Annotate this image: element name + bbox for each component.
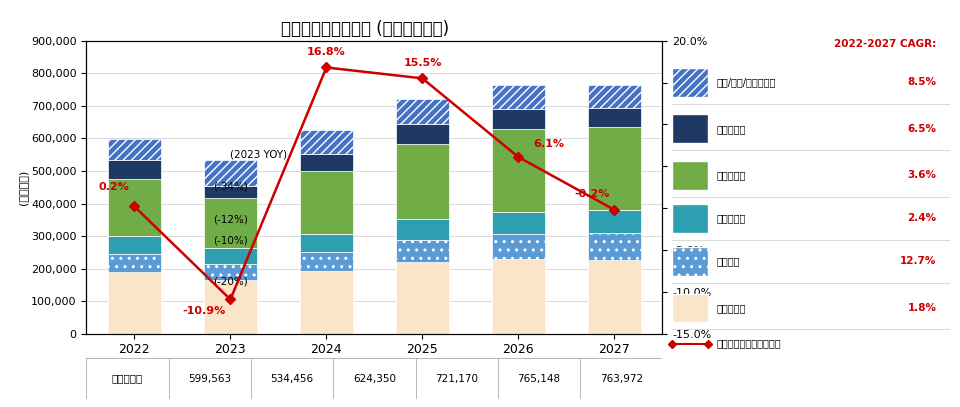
Bar	[108, 138, 160, 160]
Bar	[492, 234, 545, 259]
Bar	[108, 272, 160, 334]
Text: 3.6%: 3.6%	[907, 171, 937, 180]
Text: 1.8%: 1.8%	[907, 303, 937, 313]
Text: 0.2%: 0.2%	[99, 182, 130, 192]
Bar	[300, 131, 353, 154]
Bar	[300, 252, 353, 271]
Text: 721,170: 721,170	[435, 374, 478, 383]
Bar	[300, 234, 353, 252]
Bar	[672, 161, 708, 190]
Text: 763,972: 763,972	[600, 374, 643, 383]
Text: 599,563: 599,563	[188, 374, 231, 383]
Text: (-20%): (-20%)	[213, 276, 248, 286]
Bar	[588, 127, 641, 210]
Bar	[300, 154, 353, 171]
Text: 765,148: 765,148	[517, 374, 561, 383]
Text: 全球半導體市場年成長率: 全球半導體市場年成長率	[716, 339, 781, 349]
Text: 624,350: 624,350	[353, 374, 396, 383]
Bar	[396, 124, 449, 144]
Text: 534,456: 534,456	[271, 374, 314, 383]
Bar	[672, 204, 708, 233]
Bar	[588, 210, 641, 234]
Text: 通訊用電子: 通訊用電子	[716, 303, 746, 313]
Bar	[588, 234, 641, 260]
Bar	[492, 259, 545, 334]
Text: 消費性電子: 消費性電子	[716, 213, 746, 223]
Text: 2022-2027 CAGR:: 2022-2027 CAGR:	[834, 39, 937, 49]
Bar	[396, 240, 449, 262]
Bar	[672, 68, 708, 96]
Text: (-34%): (-34%)	[213, 182, 248, 192]
Bar	[204, 248, 256, 264]
Bar	[204, 280, 256, 334]
Bar	[672, 293, 708, 322]
Bar	[204, 160, 256, 186]
Bar	[204, 186, 256, 198]
Text: 2.4%: 2.4%	[907, 213, 937, 223]
Bar	[204, 264, 256, 280]
Bar	[300, 171, 353, 234]
Bar	[588, 108, 641, 127]
Bar	[396, 144, 449, 219]
Bar	[204, 198, 256, 248]
Text: (-10%): (-10%)	[213, 236, 248, 246]
Bar	[672, 247, 708, 276]
Text: 12.7%: 12.7%	[900, 256, 937, 266]
Bar	[492, 212, 545, 234]
Text: -10.9%: -10.9%	[182, 306, 226, 317]
Bar	[492, 109, 545, 129]
Text: 儲存用電子: 儲存用電子	[716, 124, 746, 134]
Bar	[492, 129, 545, 212]
Bar	[588, 85, 641, 108]
Bar	[108, 254, 160, 272]
Text: 半導體營收: 半導體營收	[112, 374, 143, 383]
Text: 15.5%: 15.5%	[403, 58, 442, 68]
Text: (-12%): (-12%)	[213, 214, 248, 224]
Text: (2023 YOY): (2023 YOY)	[230, 150, 288, 160]
Text: 8.5%: 8.5%	[907, 77, 937, 87]
Bar	[492, 85, 545, 109]
Bar	[300, 271, 353, 334]
Bar	[396, 262, 449, 334]
Text: 工業/軍事/航空用電子: 工業/軍事/航空用電子	[716, 77, 776, 87]
Text: 6.5%: 6.5%	[907, 124, 937, 134]
Bar	[108, 160, 160, 179]
Y-axis label: (百萬美元): (百萬美元)	[18, 170, 28, 205]
Bar	[108, 236, 160, 254]
Bar	[396, 219, 449, 240]
Text: 16.8%: 16.8%	[307, 47, 346, 57]
Bar	[588, 260, 641, 334]
Bar	[108, 179, 160, 236]
Text: 車用電子: 車用電子	[716, 256, 740, 266]
Bar	[672, 114, 708, 143]
Text: 全球半導體市場趨勢 (依終端應用別): 全球半導體市場趨勢 (依終端應用別)	[280, 20, 449, 38]
Text: 6.1%: 6.1%	[533, 139, 564, 149]
Text: -0.2%: -0.2%	[574, 189, 610, 199]
Text: 運算用電子: 運算用電子	[716, 171, 746, 180]
Bar	[396, 99, 449, 124]
